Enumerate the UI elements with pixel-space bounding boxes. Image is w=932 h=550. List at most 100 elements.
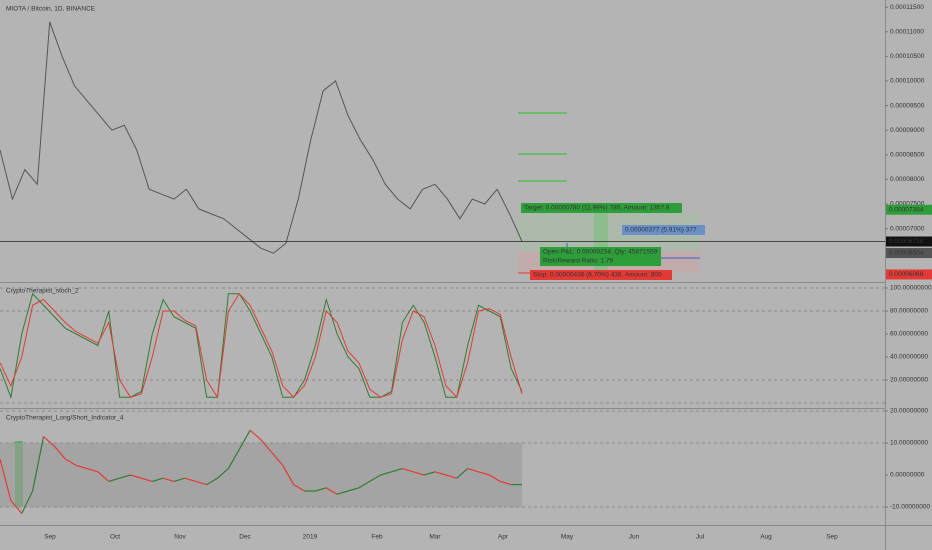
series-segment bbox=[119, 474, 131, 479]
series-segment bbox=[391, 468, 403, 473]
series-line bbox=[0, 292, 523, 400]
y-tick-label: 0.00010000 bbox=[890, 78, 925, 85]
series-segment bbox=[434, 471, 447, 476]
y-tick-label: 20.00000000 bbox=[890, 377, 928, 384]
series-segment bbox=[467, 468, 479, 473]
series-segment bbox=[184, 477, 196, 482]
series-segment bbox=[260, 439, 273, 453]
series-segment bbox=[86, 468, 99, 473]
series-segment bbox=[10, 500, 23, 514]
series-segment bbox=[173, 477, 186, 482]
price-marker-label: 0.00006738 bbox=[889, 238, 924, 245]
series-segment bbox=[130, 474, 142, 479]
position-label: Open P&L: 0.00000234, Qty: 45871559 bbox=[543, 249, 658, 256]
series-segment bbox=[489, 474, 501, 482]
y-tick-label: 0.00011000 bbox=[890, 29, 924, 36]
symbol-title: MIOTA / Bitcoin, 1D, BINANCE bbox=[6, 6, 96, 13]
price-marker-label: 0.00006068 bbox=[889, 271, 924, 278]
date-label: Dec bbox=[239, 534, 251, 541]
y-tick-label: 60.00000000 bbox=[890, 331, 928, 338]
price-marker-label: 0.00007384 bbox=[889, 206, 924, 213]
series-segment bbox=[358, 480, 371, 489]
date-label: 2019 bbox=[303, 534, 318, 541]
position-label: Risk/Reward Ratio: 1.79 bbox=[543, 258, 613, 265]
date-label: May bbox=[561, 534, 574, 541]
series-segment bbox=[282, 465, 295, 485]
series-segment bbox=[271, 452, 284, 466]
y-tick-label: 100.00000000 bbox=[890, 285, 932, 292]
series-segment bbox=[162, 477, 175, 482]
series-segment bbox=[195, 480, 207, 486]
y-tick-label: 0.00008000 bbox=[890, 176, 925, 183]
position-label-box bbox=[521, 203, 682, 213]
series-line bbox=[0, 292, 523, 399]
series-segment bbox=[423, 471, 436, 476]
series-segment bbox=[336, 490, 349, 495]
series-line bbox=[0, 21, 523, 254]
price-marker bbox=[886, 236, 932, 247]
series-segment bbox=[456, 468, 469, 479]
series-segment bbox=[141, 477, 153, 482]
series-segment bbox=[32, 436, 45, 492]
date-label: Apr bbox=[498, 534, 509, 541]
price-marker bbox=[886, 204, 932, 215]
series-segment bbox=[108, 477, 120, 482]
y-tick-label: 20.00000000 bbox=[890, 408, 928, 415]
y-tick-label: 0.00007500 bbox=[890, 201, 925, 208]
series-segment bbox=[217, 468, 229, 479]
date-label: Nov bbox=[174, 534, 186, 541]
position-label-box bbox=[540, 256, 661, 266]
series-segment bbox=[21, 490, 34, 514]
series-segment bbox=[500, 480, 512, 486]
date-label: Sep bbox=[826, 534, 838, 541]
series-segment bbox=[380, 471, 392, 476]
series-segment bbox=[293, 484, 305, 492]
date-label: Mar bbox=[429, 534, 441, 541]
series-segment bbox=[445, 474, 457, 479]
series-segment bbox=[347, 487, 360, 492]
y-tick-label: 0.00011500 bbox=[890, 4, 924, 11]
y-tick-label: 40.00000000 bbox=[890, 354, 928, 361]
price-marker bbox=[886, 269, 932, 280]
series-segment bbox=[53, 445, 66, 460]
series-segment bbox=[402, 468, 414, 473]
indicator-title: CryptoTherapist_Long/Short_Indicator_4 bbox=[6, 415, 124, 422]
series-segment bbox=[315, 487, 327, 492]
indicator-title: CryptoTherapist_stoch_2 bbox=[6, 288, 79, 295]
date-label: Oct bbox=[110, 534, 120, 541]
date-label: Jul bbox=[696, 534, 705, 541]
y-tick-label: 0.00009000 bbox=[890, 127, 925, 134]
series-segment bbox=[369, 474, 381, 482]
y-tick-label: -10.00000000 bbox=[890, 504, 931, 511]
series-segment bbox=[43, 436, 55, 447]
series-segment bbox=[97, 471, 110, 482]
series-segment bbox=[152, 477, 164, 482]
y-tick-label: 0.00010500 bbox=[890, 53, 925, 60]
series-segment bbox=[325, 487, 338, 495]
date-label: Aug bbox=[760, 534, 772, 541]
position-label: Stop: 0.00000436 (6.70%) 436, Amount: 80… bbox=[533, 272, 662, 279]
position-label-box bbox=[622, 225, 705, 235]
series-segment bbox=[413, 471, 425, 476]
position-label: 0.00000377 (5.91%) 377 bbox=[625, 227, 697, 234]
position-label-box bbox=[540, 247, 661, 257]
band-fill bbox=[0, 443, 522, 507]
series-segment bbox=[478, 471, 490, 476]
date-label: Jun bbox=[629, 534, 640, 541]
series-segment bbox=[0, 458, 12, 501]
y-tick-label: 0.00007000 bbox=[890, 225, 925, 232]
series-segment bbox=[249, 429, 262, 441]
y-tick-label: 0.00009500 bbox=[890, 102, 925, 109]
series-segment bbox=[75, 464, 88, 470]
price-marker bbox=[886, 248, 932, 259]
series-segment bbox=[64, 458, 77, 466]
series-segment bbox=[227, 449, 240, 469]
y-tick-label: 10.00000000 bbox=[890, 440, 928, 447]
y-tick-label: 0.00000000 bbox=[890, 472, 925, 479]
series-segment bbox=[238, 429, 251, 450]
position-label-box bbox=[530, 270, 672, 280]
y-tick-label: 80.00000000 bbox=[890, 308, 928, 315]
price-marker-label: 0.00006504 bbox=[889, 250, 924, 257]
